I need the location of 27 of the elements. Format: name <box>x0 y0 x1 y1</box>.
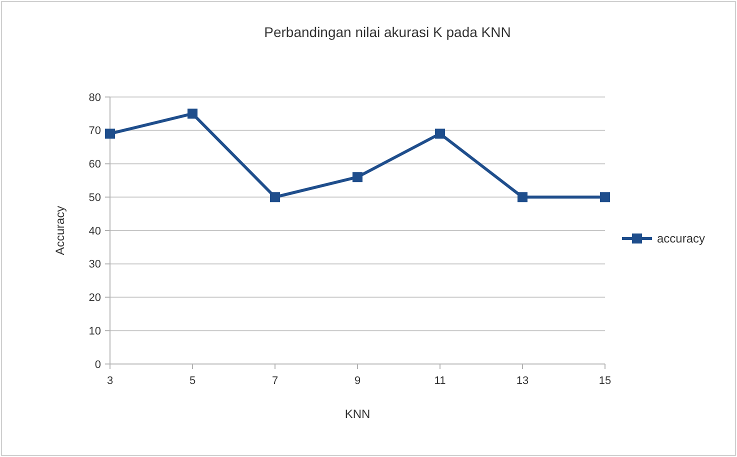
x-tick-label: 7 <box>272 375 278 387</box>
point <box>105 128 115 139</box>
point <box>600 192 610 202</box>
x-axis-title: KNN <box>344 407 370 421</box>
x-tick-label: 9 <box>354 375 361 387</box>
x-tick-label: 3 <box>106 375 114 387</box>
y-axis-title: Accuracy <box>53 206 67 256</box>
legend-label: accuracy <box>657 232 706 246</box>
x-tick-label: 13 <box>516 375 529 387</box>
y-tick-label: 60 <box>88 158 101 171</box>
point <box>435 128 445 139</box>
x-tick-label: 15 <box>598 375 612 387</box>
y-tick-label: 80 <box>88 92 101 104</box>
x-tick-label: 11 <box>434 375 446 387</box>
point <box>352 172 362 182</box>
y-tick-label: 10 <box>88 325 101 338</box>
y-tick-label: 0 <box>94 358 101 371</box>
y-tick-label: 40 <box>88 225 101 238</box>
x-tick-label: 5 <box>189 375 196 387</box>
point <box>270 192 280 202</box>
y-tick-label: 70 <box>88 125 101 138</box>
point <box>188 108 198 119</box>
chart-title: Perbandingan nilai akurasi K pada KNN <box>264 24 511 40</box>
point <box>518 192 528 202</box>
y-tick-label: 30 <box>88 258 101 271</box>
y-tick-label: 50 <box>88 192 101 204</box>
y-tick-label: 20 <box>88 292 101 304</box>
